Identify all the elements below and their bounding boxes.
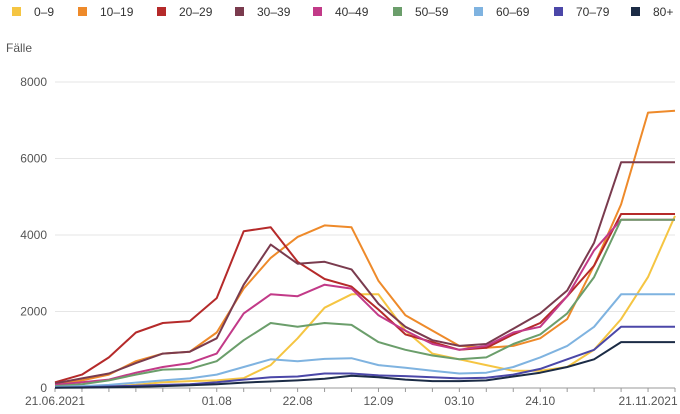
legend-label[interactable]: 0–9	[34, 5, 54, 19]
legend-swatch[interactable]	[313, 7, 322, 16]
legend-swatch[interactable]	[78, 7, 87, 16]
series-line[interactable]	[54, 161, 675, 385]
series-line[interactable]	[54, 218, 675, 386]
legend-label[interactable]: 70–79	[576, 5, 610, 19]
y-tick-label: 2000	[20, 305, 47, 319]
legend: 0–9 10–19 20–29 30–39 40–49 50–59 60–69 70–79 80…	[12, 5, 673, 19]
y-tick-label: 8000	[20, 75, 47, 89]
legend-swatch[interactable]	[157, 7, 166, 16]
legend-label[interactable]: 50–59	[415, 5, 449, 19]
x-tick-label: 03.10	[444, 394, 474, 408]
legend-label[interactable]: 40–49	[335, 5, 369, 19]
series-lines	[54, 109, 676, 389]
legend-swatch[interactable]	[235, 7, 244, 16]
legend-label[interactable]: 10–19	[100, 5, 134, 19]
legend-label[interactable]: 80+	[653, 5, 673, 19]
x-tick-label: 22.08	[283, 394, 313, 408]
y-tick-label: 4000	[20, 228, 47, 242]
legend-swatch[interactable]	[12, 7, 21, 16]
series-line[interactable]	[54, 325, 675, 389]
legend-swatch[interactable]	[631, 7, 640, 16]
y-tick-label: 0	[40, 381, 47, 395]
y-axis-title: Fälle	[6, 41, 32, 55]
x-axis: 21.06.2021 01.08 22.08 12.09 03.10 24.10 21.11…	[25, 388, 678, 408]
legend-swatch[interactable]	[554, 7, 563, 16]
series-line[interactable]	[54, 213, 675, 384]
x-tick-label: 21.06.2021	[25, 394, 85, 408]
series-line[interactable]	[54, 109, 676, 386]
legend-label[interactable]: 60–69	[496, 5, 530, 19]
series-line[interactable]	[54, 218, 675, 388]
legend-label[interactable]: 20–29	[179, 5, 213, 19]
x-tick-label: 12.09	[363, 394, 393, 408]
x-tick-label: 21.11.2021	[618, 394, 677, 408]
series-line[interactable]	[55, 215, 676, 389]
gridlines	[55, 81, 675, 389]
x-tick-label: 24.10	[525, 394, 555, 408]
legend-swatch[interactable]	[393, 7, 402, 16]
legend-swatch[interactable]	[474, 7, 483, 16]
series-line[interactable]	[54, 293, 675, 388]
y-tick-labels: 0 2000 4000 6000 8000	[20, 75, 47, 395]
x-tick-label: 01.08	[202, 394, 232, 408]
y-tick-label: 6000	[20, 152, 47, 166]
legend-label[interactable]: 30–39	[257, 5, 291, 19]
series-line[interactable]	[54, 341, 675, 389]
